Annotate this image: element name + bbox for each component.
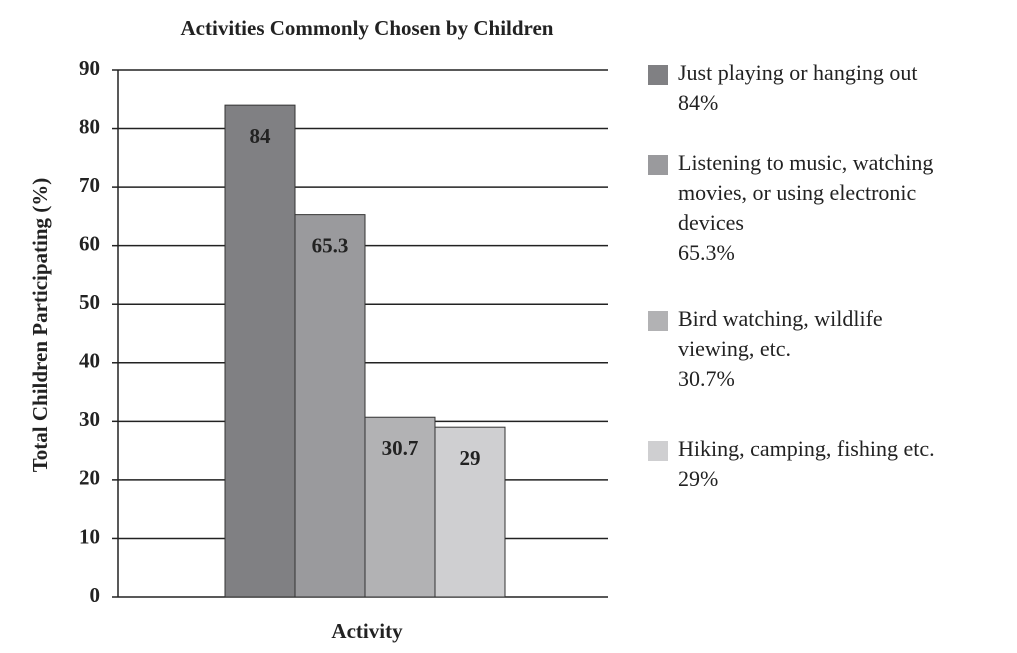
value-label: 30.7	[382, 436, 419, 460]
y-axis-label: Total Children Participating (%)	[28, 178, 52, 473]
legend-swatch	[648, 441, 668, 461]
bar	[364, 416, 436, 598]
legend-value: 65.3%	[678, 240, 735, 265]
y-tick-label: 70	[79, 173, 100, 197]
legend-value: 29%	[678, 466, 719, 491]
legend-item: Hiking, camping, fishing etc. 29%	[640, 434, 1010, 494]
y-tick-label: 40	[79, 349, 100, 373]
legend-label: Hiking, camping, fishing etc.	[678, 436, 935, 461]
y-tick-label: 60	[79, 231, 100, 255]
legend-swatch	[648, 155, 668, 175]
legend-label: Bird watching, wildlife viewing, etc.	[678, 306, 883, 361]
legend-label: Just playing or hanging out	[678, 60, 918, 85]
legend-swatch	[648, 311, 668, 331]
y-tick-label: 0	[90, 583, 101, 607]
legend-value: 30.7%	[678, 366, 735, 391]
y-tick-label: 10	[79, 524, 100, 548]
legend-label: Listening to music, watching movies, or …	[678, 150, 934, 235]
legend-item: Just playing or hanging out 84%	[640, 58, 1010, 118]
value-label: 29	[460, 446, 481, 470]
value-label: 84	[250, 124, 272, 148]
legend-item: Bird watching, wildlife viewing, etc. 30.…	[640, 304, 1010, 394]
y-tick-label: 50	[79, 290, 100, 314]
value-label: 65.3	[312, 233, 349, 257]
bar	[434, 426, 506, 598]
legend-value: 84%	[678, 90, 719, 115]
legend-item: Listening to music, watching movies, or …	[640, 148, 1010, 268]
x-axis-label: Activity	[331, 619, 403, 643]
y-tick-label: 20	[79, 466, 100, 490]
y-tick-label: 80	[79, 114, 100, 138]
legend: Just playing or hanging out 84% Listening …	[640, 58, 1010, 494]
y-tick-label: 90	[79, 56, 100, 80]
legend-swatch	[648, 65, 668, 85]
y-tick-label: 30	[79, 407, 100, 431]
bar	[294, 214, 366, 598]
bar	[224, 104, 296, 598]
chart-title: Activities Commonly Chosen by Children	[181, 16, 554, 40]
